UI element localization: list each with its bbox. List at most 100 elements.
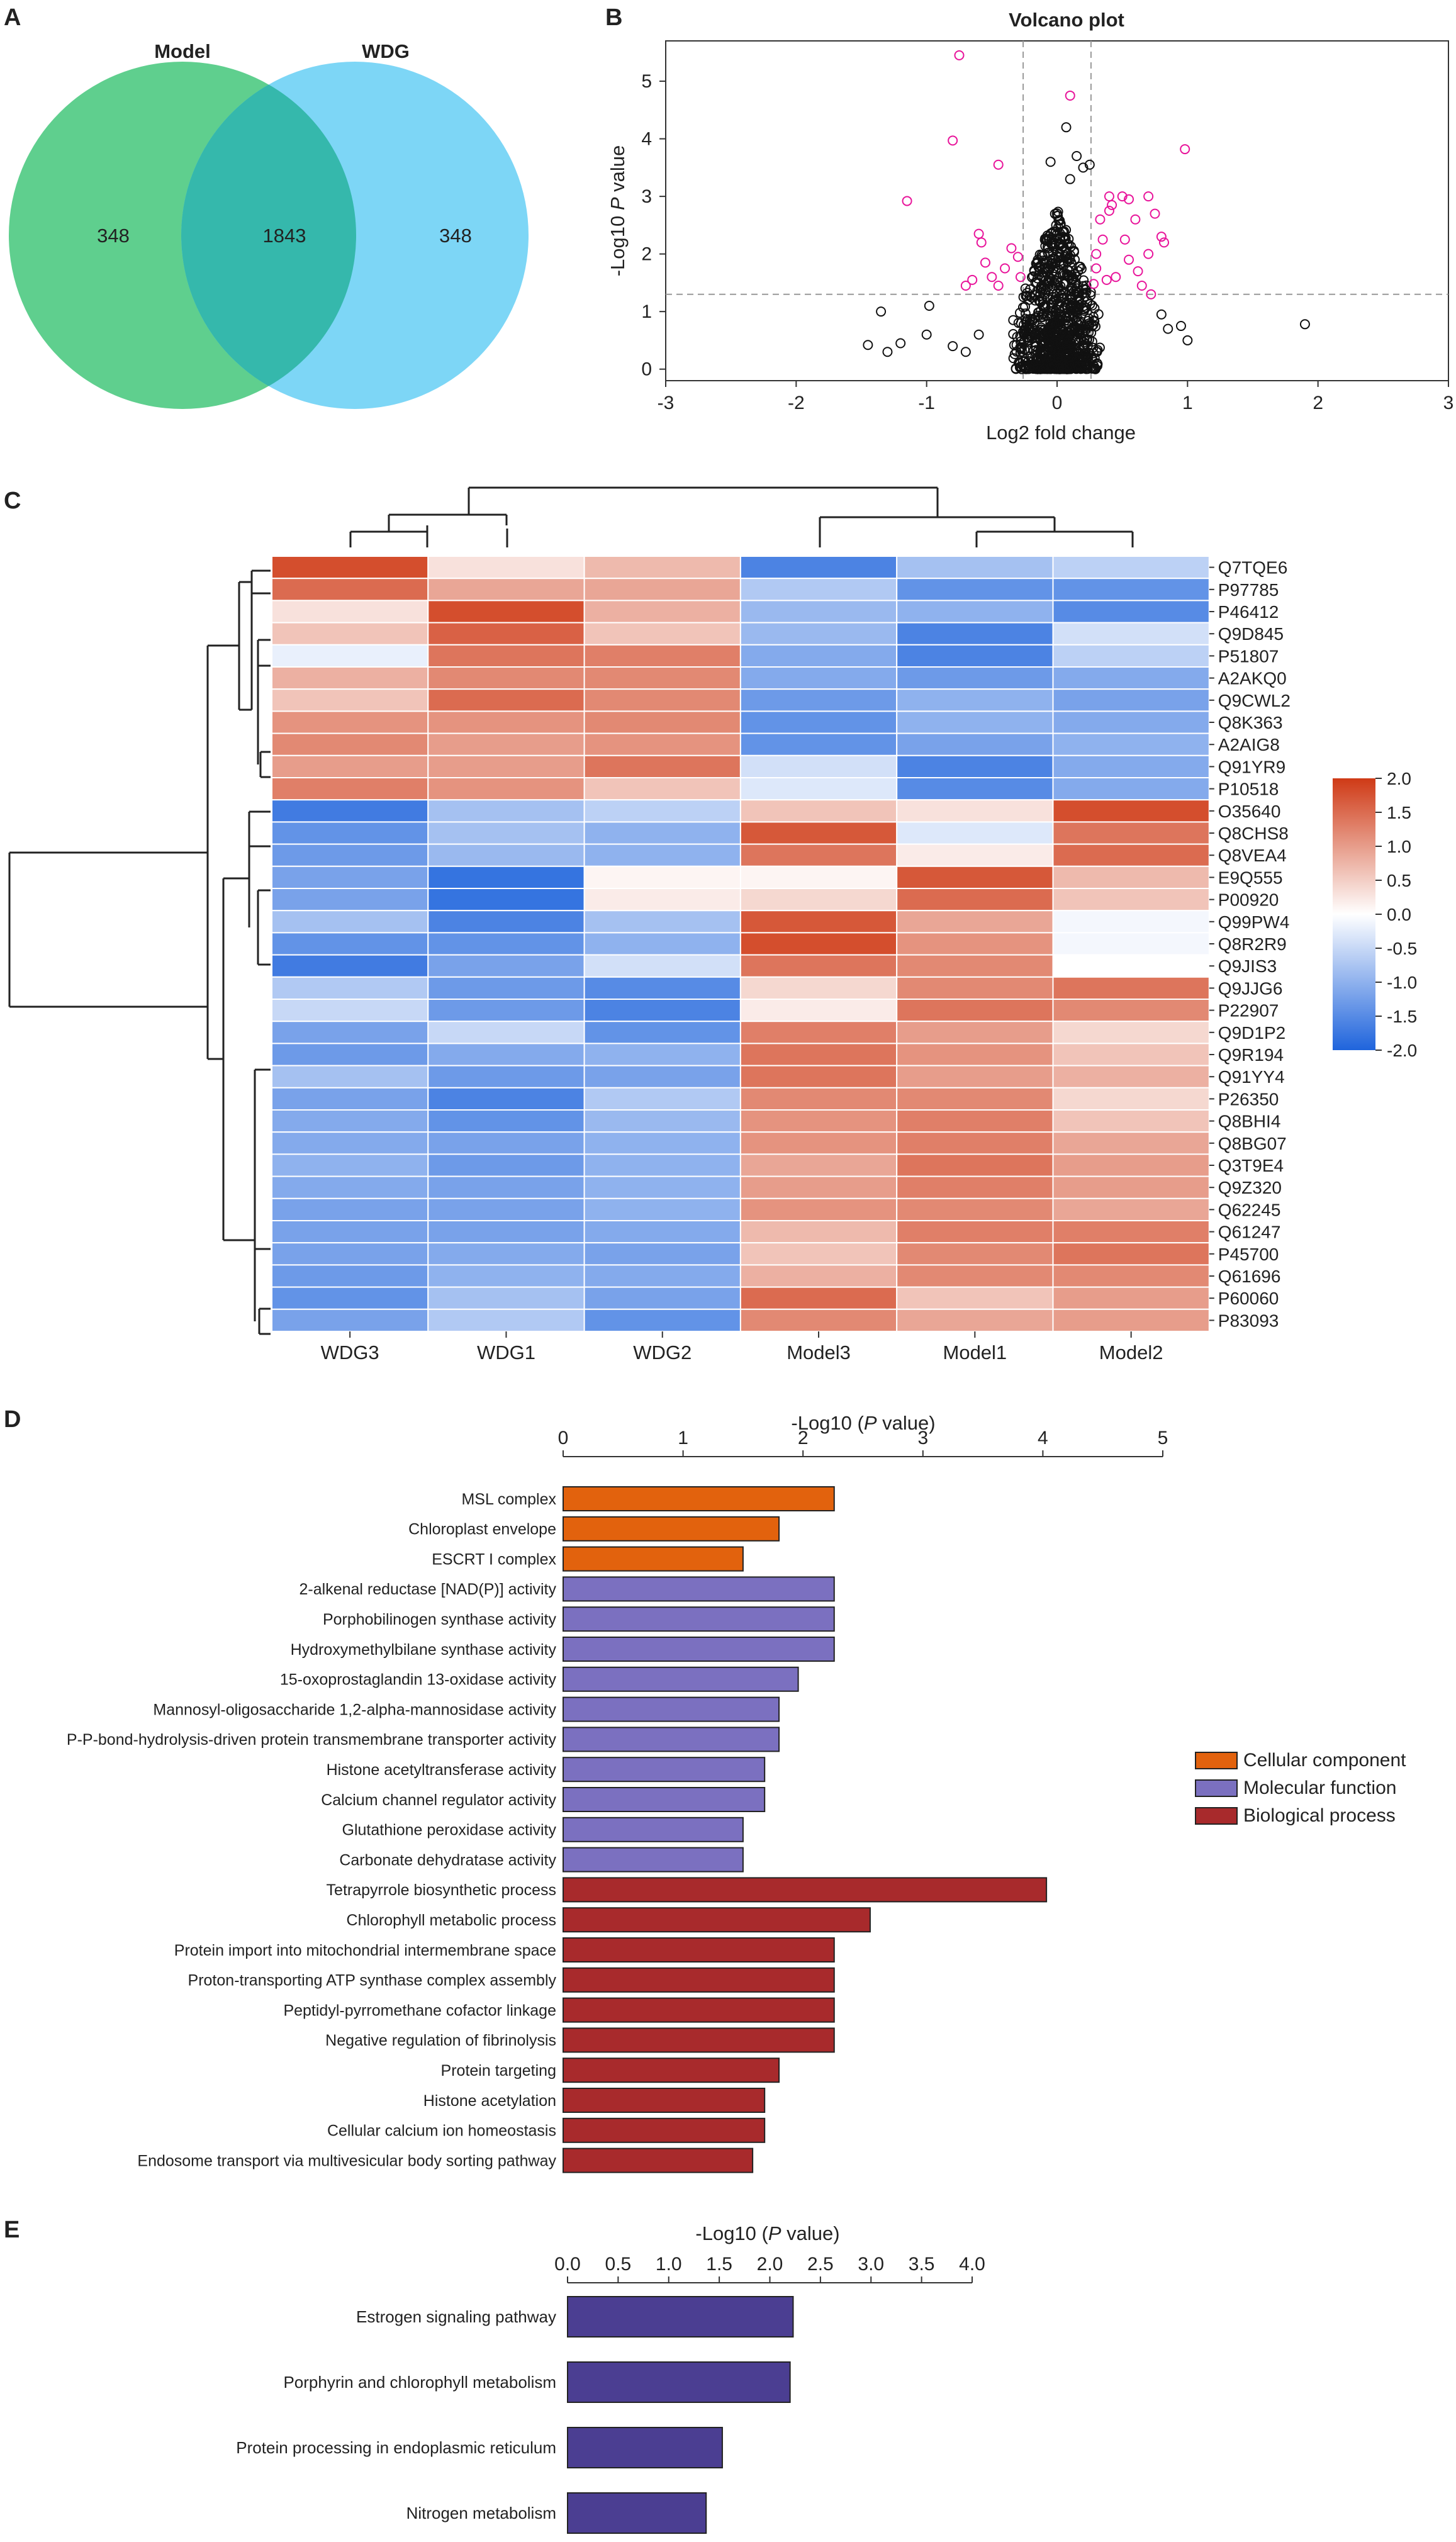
kegg-x-axis-label: -Log10 (P value) xyxy=(695,2222,839,2244)
bar-x-tick-label: 1.0 xyxy=(656,2254,682,2275)
bar-category-label: Protein processing in endoplasmic reticu… xyxy=(236,2438,556,2457)
heatmap-cell xyxy=(271,1021,429,1044)
row-dendrogram-top-cluster xyxy=(238,569,271,778)
bar-category-label: Nitrogen metabolism xyxy=(406,2504,556,2522)
volcano-point-nonsignificant xyxy=(1059,364,1070,374)
volcano-y-tick-label: 4 xyxy=(641,129,652,150)
volcano-point-significant xyxy=(1146,289,1156,300)
column-dendrogram-root xyxy=(468,486,939,517)
heatmap-cell xyxy=(739,710,898,734)
volcano-point-nonsignificant xyxy=(1087,363,1097,374)
volcano-point-nonsignificant xyxy=(1078,162,1089,173)
bar xyxy=(563,1727,780,1752)
volcano-point-nonsignificant xyxy=(1034,262,1044,272)
heatmap-cell xyxy=(583,732,741,756)
bar-x-tick-label: 0 xyxy=(558,1428,569,1448)
volcano-point-significant xyxy=(1136,280,1147,291)
volcano-point-nonsignificant xyxy=(960,347,971,357)
heatmap-cell xyxy=(583,600,741,624)
volcano-point-significant xyxy=(987,272,997,283)
heatmap-row-label: E9Q555 xyxy=(1218,868,1283,887)
volcano-point-nonsignificant xyxy=(882,347,893,357)
bar xyxy=(567,2492,707,2534)
volcano-y-tick-label: 1 xyxy=(641,301,652,322)
volcano-point-nonsignificant xyxy=(1025,313,1036,324)
heatmap-cell xyxy=(739,888,898,912)
heatmap-cell xyxy=(896,1087,1054,1111)
heatmap-cell xyxy=(583,754,741,779)
volcano-point-nonsignificant xyxy=(1072,151,1082,162)
bar-x-tick-label: 0.5 xyxy=(605,2254,632,2275)
heatmap-row-label: O35640 xyxy=(1218,802,1281,821)
heatmap-cell xyxy=(427,600,585,624)
volcano-point-nonsignificant xyxy=(1042,242,1053,252)
heatmap-row-label: Q91YY4 xyxy=(1218,1067,1285,1087)
volcano-point-significant xyxy=(1124,194,1134,204)
volcano-x-tick-label: 2 xyxy=(1313,393,1323,413)
heatmap-cell xyxy=(427,1065,585,1089)
heatmap-row-label: P51807 xyxy=(1218,646,1279,666)
bar-category-label: Carbonate dehydratase activity xyxy=(339,1851,556,1869)
heatmap-cell xyxy=(271,732,429,756)
heatmap-cell xyxy=(427,1131,585,1155)
bar-category-label: Chlorophyll metabolic process xyxy=(347,1912,556,1929)
heatmap-cell xyxy=(583,556,741,580)
heatmap-row-label: A2AIG8 xyxy=(1218,735,1280,754)
volcano-y-tick-label: 5 xyxy=(641,71,652,92)
volcano-point-nonsignificant xyxy=(1058,267,1069,278)
heatmap-cell xyxy=(427,710,585,734)
volcano-point-significant xyxy=(967,274,978,285)
volcano-point-significant xyxy=(1143,191,1154,202)
bar xyxy=(563,1696,780,1722)
heatmap-row-label: Q3T9E4 xyxy=(1218,1156,1284,1175)
bar-x-tick-label: 2.5 xyxy=(807,2254,834,2275)
heatmap-cell xyxy=(739,732,898,756)
heatmap-cell xyxy=(427,644,585,668)
bar-category-label: 2-alkenal reductase [NAD(P)] activity xyxy=(300,1581,557,1598)
volcano-x-tick-label: -3 xyxy=(658,393,675,413)
volcano-point-nonsignificant xyxy=(1075,261,1085,272)
volcano-point-nonsignificant xyxy=(1028,362,1038,372)
volcano-x-tick-label: -2 xyxy=(788,393,805,413)
heatmap-cell xyxy=(896,1220,1054,1244)
volcano-point-significant xyxy=(1119,234,1130,245)
bar-category-label: Histone acetyltransferase activity xyxy=(327,1761,557,1779)
heatmap-cell xyxy=(739,754,898,779)
heatmap-cell xyxy=(896,710,1054,734)
volcano-point-significant xyxy=(960,280,971,291)
heatmap-cell xyxy=(583,999,741,1022)
volcano-point-nonsignificant xyxy=(1065,254,1075,265)
volcano-point-nonsignificant xyxy=(1041,235,1052,246)
volcano-point-significant xyxy=(1117,191,1128,202)
heatmap-cell xyxy=(739,1197,898,1222)
heatmap-cell xyxy=(427,688,585,712)
venn-set-label-wdg: WDG xyxy=(362,40,410,62)
volcano-point-nonsignificant xyxy=(1029,289,1040,300)
volcano-point-nonsignificant xyxy=(1090,364,1100,374)
heatmap-cell xyxy=(739,821,898,845)
heatmap-cell xyxy=(739,1175,898,1199)
heatmap-cell xyxy=(739,865,898,890)
bar-category-label: Glutathione peroxidase activity xyxy=(342,1822,557,1839)
heatmap-cell xyxy=(427,1308,585,1333)
volcano-x-tick-label: -1 xyxy=(918,393,935,413)
heatmap-cell xyxy=(427,1197,585,1222)
heatmap-cell xyxy=(427,865,585,890)
heatmap-cell xyxy=(271,1286,429,1310)
volcano-point-nonsignificant xyxy=(1014,308,1025,318)
volcano-y-tick-label: 2 xyxy=(641,244,652,265)
heatmap-cell xyxy=(739,600,898,624)
colorbar-tick-label: 1.5 xyxy=(1387,803,1411,822)
heatmap-cell xyxy=(427,821,585,845)
panel-label-a: A xyxy=(4,4,21,31)
volcano-point-nonsignificant xyxy=(1058,232,1068,242)
volcano-point-significant xyxy=(993,280,1004,291)
volcano-point-nonsignificant xyxy=(1044,294,1055,305)
bar xyxy=(563,1666,799,1692)
heatmap-column-label: Model1 xyxy=(943,1341,1007,1363)
heatmap-cell xyxy=(896,932,1054,956)
volcano-point-nonsignificant xyxy=(1044,233,1055,244)
heatmap-cell xyxy=(896,954,1054,978)
heatmap-cell xyxy=(739,1021,898,1044)
